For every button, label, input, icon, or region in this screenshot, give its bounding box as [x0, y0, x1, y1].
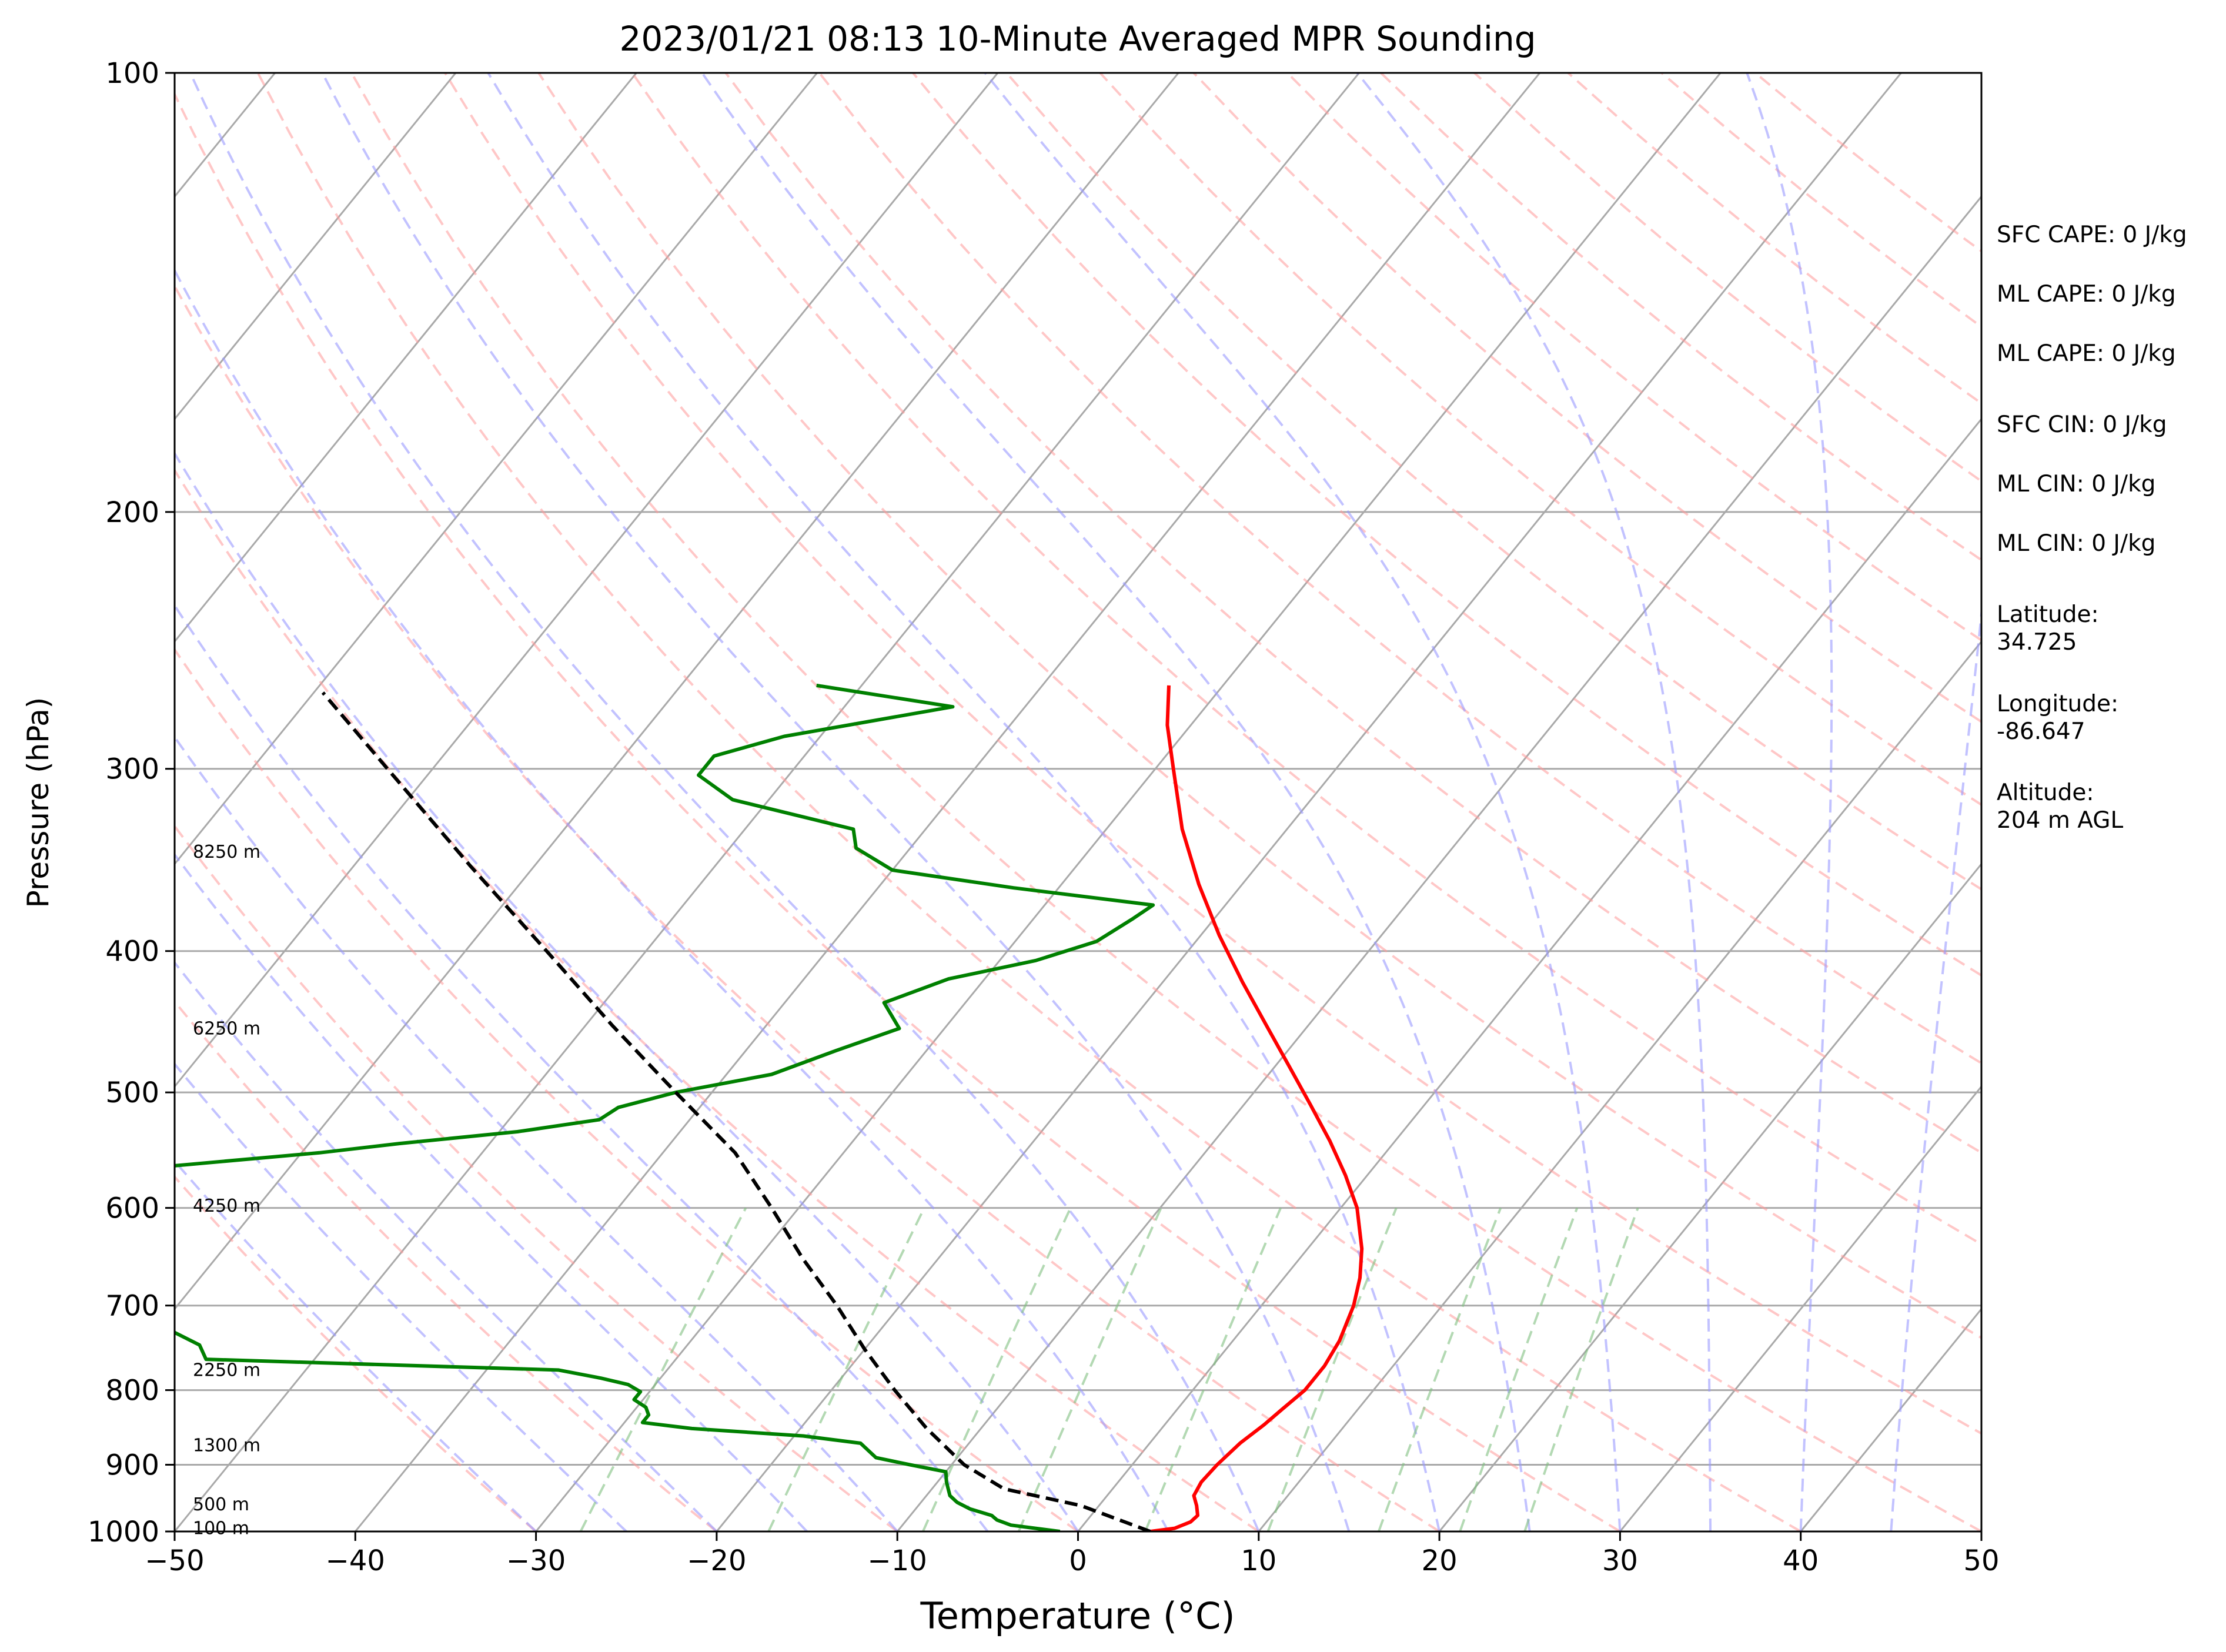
moist-adiabat-line: [1746, 73, 1833, 1531]
longitude-label: Longitude: -86.647: [1997, 691, 2119, 745]
x-tick-label: −10: [868, 1544, 927, 1577]
moist-adiabat-line: [1890, 603, 1981, 1531]
dewpoint-line: [175, 683, 1155, 1531]
ml-cape-label: ML CAPE: 0 J/kg: [1997, 281, 2176, 307]
y-tick-label: 100: [105, 57, 159, 90]
dry-adiabat-line: [175, 91, 1621, 1531]
isotherm-line: [175, 73, 1360, 1531]
y-tick-label: 400: [105, 935, 159, 968]
moist-adiabat-line: [701, 73, 1531, 1531]
height-label: 2250 m: [193, 1360, 260, 1380]
mixing-ratio-line: [579, 1207, 747, 1531]
mixing-ratio-line: [1378, 1207, 1502, 1531]
dry-adiabat-line: [175, 283, 1440, 1531]
ml-cin-label: ML CIN: 0 J/kg: [1997, 471, 2156, 497]
parcel-path-line: [321, 691, 1151, 1531]
dry-adiabat-line: [1192, 73, 1981, 724]
height-label: 6250 m: [193, 1018, 260, 1039]
dry-adiabat-line: [175, 647, 1079, 1531]
x-tick-label: 50: [1963, 1544, 1999, 1577]
isotherm-line: [716, 73, 1902, 1531]
moist-adiabat-line: [984, 73, 1622, 1531]
isotherm-line: [1438, 862, 1981, 1531]
moist-adiabat-line: [175, 735, 898, 1531]
mixing-ratio-line: [1459, 1207, 1579, 1531]
dry-adiabat-line: [912, 73, 1981, 977]
x-tick-label: 40: [1783, 1544, 1819, 1577]
x-tick-label: 30: [1602, 1544, 1638, 1577]
dry-adiabat-line: [537, 73, 1981, 1339]
mixing-ratio-line: [1266, 1207, 1398, 1531]
isotherm-line: [1077, 417, 1981, 1531]
isotherm-line: [1258, 640, 1981, 1531]
y-tick-label: 200: [105, 496, 159, 529]
x-tick-label: −40: [326, 1544, 385, 1577]
y-axis-label: Pressure (hPa): [21, 697, 55, 908]
x-tick-label: −30: [506, 1544, 566, 1577]
moist-adiabat-line: [175, 961, 718, 1531]
isotherm-line: [175, 73, 1179, 1310]
height-label: 100 m: [193, 1519, 249, 1539]
y-tick-label: 600: [105, 1192, 159, 1225]
dry-adiabat-line: [724, 73, 1981, 1155]
x-tick-label: −50: [145, 1544, 204, 1577]
mixing-ratio-line: [921, 1207, 1072, 1531]
dry-adiabat-line: [175, 999, 718, 1531]
isotherm-line: [175, 73, 637, 643]
temperature-line: [1150, 685, 1364, 1531]
dry-adiabat-line: [350, 73, 1981, 1531]
isotherm-line: [175, 73, 818, 866]
dry-adiabat-line: [444, 73, 1981, 1435]
x-tick-label: 0: [1069, 1544, 1087, 1577]
height-label: 8250 m: [193, 842, 260, 862]
height-label: 4250 m: [193, 1196, 260, 1216]
mixing-ratio-line: [1017, 1207, 1162, 1531]
moist-adiabat-line: [175, 1062, 627, 1531]
x-tick-label: −20: [687, 1544, 746, 1577]
y-tick-label: 800: [105, 1375, 159, 1407]
dry-adiabat-line: [1099, 73, 1981, 807]
ml-cin-label-2: ML CIN: 0 J/kg: [1997, 530, 2156, 557]
height-label: 500 m: [193, 1494, 249, 1515]
x-tick-label: 10: [1241, 1544, 1276, 1577]
dry-adiabat-line: [175, 824, 898, 1531]
plot-frame: [173, 72, 1983, 1533]
y-tick-label: 900: [105, 1449, 159, 1482]
sfc-cape-label: SFC CAPE: 0 J/kg: [1997, 222, 2187, 248]
moist-adiabat-line: [175, 1159, 537, 1531]
y-tick-label: 1000: [88, 1516, 159, 1549]
chart-title: 2023/01/21 08:13 10-Minute Averaged MPR …: [619, 19, 1536, 59]
sfc-cin-label: SFC CIN: 0 J/kg: [1997, 412, 2167, 438]
altitude-label: Altitude: 204 m AGL: [1997, 780, 2124, 834]
dry-adiabat-line: [256, 73, 1801, 1531]
isotherm-line: [535, 73, 1722, 1531]
moist-adiabat-line: [175, 451, 1079, 1531]
moist-adiabat-line: [321, 73, 1351, 1531]
latitude-label: Latitude: 34.725: [1997, 601, 2099, 656]
isotherm-line: [897, 195, 1981, 1531]
mixing-ratio-line: [767, 1207, 925, 1531]
height-label: 1300 m: [193, 1436, 260, 1456]
isotherm-line: [355, 73, 1541, 1531]
isotherm-line: [1619, 1085, 1981, 1531]
ml-cape-label-2: ML CAPE: 0 J/kg: [1997, 340, 2176, 367]
dry-adiabat-line: [175, 1175, 537, 1531]
dry-adiabat-line: [175, 468, 1259, 1531]
moist-adiabat-line: [487, 73, 1441, 1531]
mixing-ratio-line: [1523, 1207, 1639, 1531]
isotherm-line: [175, 73, 457, 421]
y-tick-label: 700: [105, 1290, 159, 1323]
y-tick-label: 300: [105, 753, 159, 786]
x-axis-label: Temperature (°C): [920, 1594, 1235, 1637]
dry-adiabat-line: [631, 73, 1981, 1246]
x-tick-label: 20: [1422, 1544, 1458, 1577]
moist-adiabat-line: [1356, 73, 1712, 1531]
y-tick-label: 500: [105, 1076, 159, 1109]
mixing-ratio-line: [1144, 1207, 1282, 1531]
moist-adiabat-line: [175, 267, 1169, 1531]
isotherm-line: [175, 73, 999, 1088]
moist-adiabat-line: [189, 73, 1260, 1531]
